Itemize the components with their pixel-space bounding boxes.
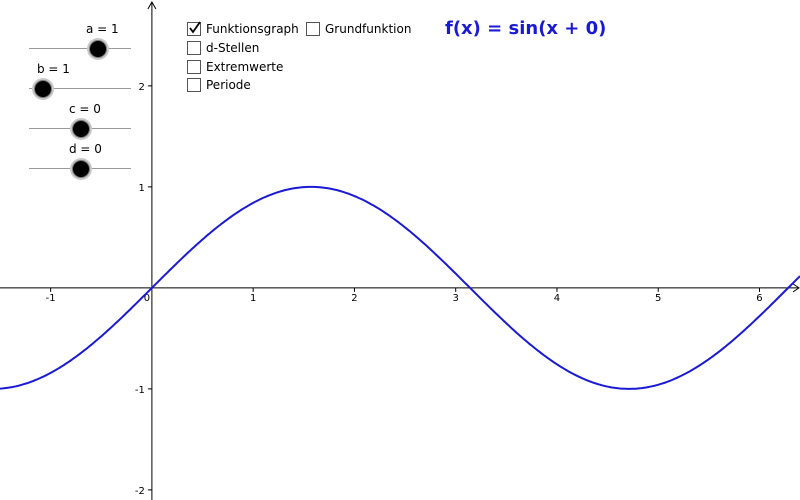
- checkbox-label: Grundfunktion: [325, 22, 412, 36]
- slider-knob[interactable]: [89, 40, 108, 58]
- function-graph[interactable]: [0, 185, 800, 390]
- slider-label: c = 0: [69, 102, 101, 116]
- y-tick-label: -2: [135, 486, 145, 497]
- checkbox-label: d-Stellen: [206, 41, 260, 55]
- x-tick-label: 2: [351, 293, 357, 304]
- slider-knob[interactable]: [72, 120, 90, 138]
- x-axis-arrow: [792, 283, 800, 293]
- checkbox-funktionsgraph[interactable]: Funktionsgraph: [187, 21, 299, 36]
- x-tick-label: 1: [250, 293, 256, 304]
- slider-knob[interactable]: [33, 80, 52, 98]
- x-tick-label: -1: [46, 293, 56, 304]
- slider-b[interactable]: b = 1: [29, 60, 169, 98]
- x-tick-label: 6: [756, 293, 762, 304]
- y-tick-label: 2: [139, 82, 145, 93]
- slider-c[interactable]: c = 0: [29, 100, 169, 138]
- checkbox-checked-icon[interactable]: [187, 21, 201, 36]
- y-tick-label: -1: [135, 385, 145, 396]
- checkbox-empty-icon[interactable]: [187, 41, 201, 55]
- slider-label: b = 1: [37, 62, 70, 76]
- slider-label: a = 1: [86, 22, 119, 36]
- x-tick-label: 0: [144, 293, 150, 304]
- slider-track[interactable]: [29, 88, 131, 89]
- x-tick-label: 4: [554, 293, 560, 304]
- function-formula: f(x) = sin(x + 0): [445, 18, 607, 39]
- checkbox-empty-icon[interactable]: [187, 78, 201, 92]
- slider-knob[interactable]: [72, 160, 90, 178]
- slider-d[interactable]: d = 0: [29, 140, 169, 178]
- y-axis-arrow: [147, 0, 157, 10]
- slider-label: d = 0: [69, 142, 102, 156]
- slider-a[interactable]: a = 1: [29, 20, 169, 58]
- y-tick-label: 1: [139, 183, 145, 194]
- checkbox-periode[interactable]: Periode: [187, 78, 251, 92]
- checkbox-label: Extremwerte: [206, 60, 284, 74]
- checkbox-d-stellen[interactable]: d-Stellen: [187, 41, 259, 55]
- checkbox-empty-icon[interactable]: [306, 22, 320, 36]
- checkbox-empty-icon[interactable]: [187, 60, 201, 74]
- checkbox-label: Periode: [206, 78, 251, 92]
- axis-ticks: -1 0 1 2 3 4 5 6 -2 -1 1 2: [46, 82, 763, 497]
- checkbox-grundfunktion[interactable]: Grundfunktion: [306, 22, 411, 36]
- slider-track[interactable]: [29, 48, 131, 49]
- x-tick-label: 5: [655, 293, 661, 304]
- checkbox-label: Funktionsgraph: [206, 22, 299, 36]
- checkbox-extremwerte[interactable]: Extremwerte: [187, 60, 283, 74]
- x-tick-label: 3: [453, 293, 459, 304]
